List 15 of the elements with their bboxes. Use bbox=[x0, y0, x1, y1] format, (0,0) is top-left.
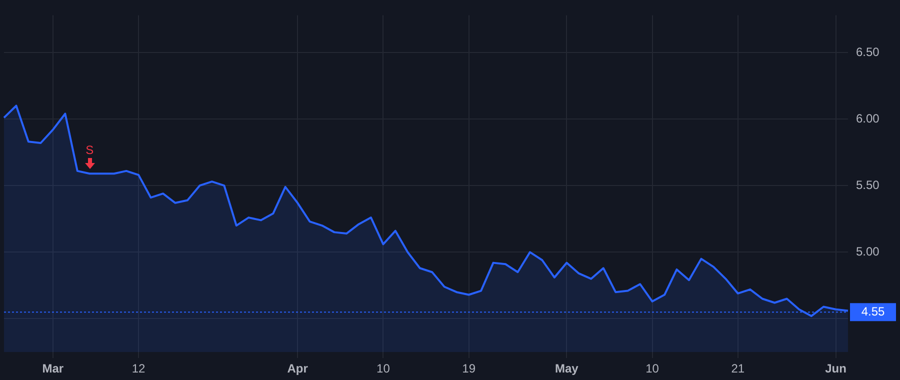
x-tick-label: 21 bbox=[731, 362, 745, 376]
x-tick-label: 12 bbox=[132, 362, 146, 376]
x-tick-label: Mar bbox=[42, 362, 64, 376]
x-tick-label: May bbox=[554, 362, 579, 376]
x-tick-label: Apr bbox=[287, 362, 308, 376]
x-tick-label: Jun bbox=[825, 362, 846, 376]
x-tick-label: 10 bbox=[376, 362, 390, 376]
annotation: S bbox=[86, 142, 94, 157]
y-tick-label: 5.00 bbox=[856, 244, 880, 258]
x-tick-label: 19 bbox=[462, 362, 476, 376]
y-tick-label: 6.00 bbox=[856, 111, 880, 126]
x-tick-label: 10 bbox=[646, 362, 660, 376]
ref-line-label: 4.55 bbox=[861, 304, 885, 318]
y-tick-label: 5.50 bbox=[856, 178, 880, 192]
y-tick-label: 6.50 bbox=[856, 44, 880, 59]
